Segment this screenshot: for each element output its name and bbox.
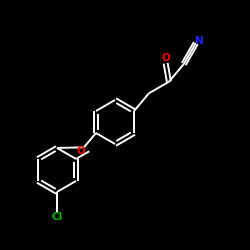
Text: O: O bbox=[76, 146, 85, 156]
Text: O: O bbox=[161, 53, 170, 63]
Text: Cl: Cl bbox=[51, 212, 62, 222]
Text: N: N bbox=[196, 36, 204, 46]
